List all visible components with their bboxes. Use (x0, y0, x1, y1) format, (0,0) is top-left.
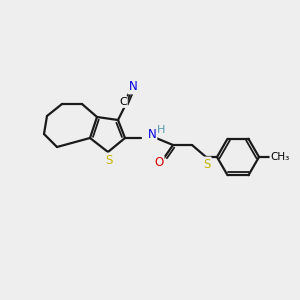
Text: CH₃: CH₃ (270, 152, 290, 162)
Text: H: H (157, 125, 165, 135)
Text: O: O (154, 157, 164, 169)
Text: S: S (105, 154, 113, 166)
Text: C: C (119, 97, 127, 107)
Text: S: S (203, 158, 211, 170)
Text: N: N (129, 80, 137, 94)
Text: N: N (148, 128, 156, 140)
